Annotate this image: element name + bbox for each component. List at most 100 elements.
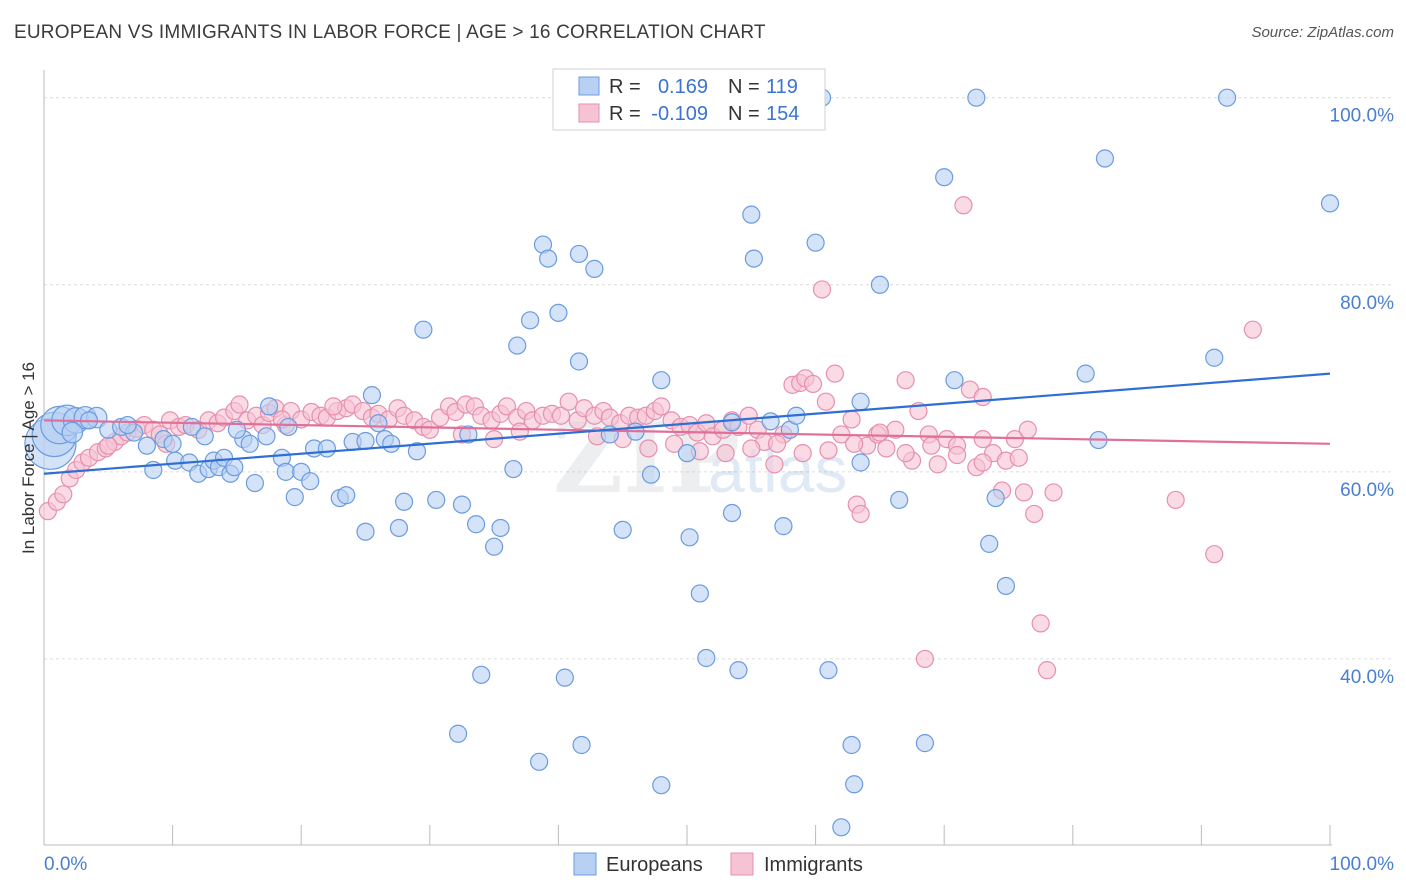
europeans-point	[613, 520, 632, 539]
europeans-point	[521, 311, 540, 330]
europeans-point	[276, 462, 295, 481]
europeans-point	[569, 244, 589, 264]
immigrants-point	[765, 455, 784, 474]
stats-legend-box: R = 0.169 N = 119 R = -0.109 N = 154	[552, 68, 826, 131]
immigrants-point	[551, 406, 571, 425]
legend-key-europeans	[573, 852, 597, 876]
europeans-point	[845, 775, 864, 794]
europeans-point	[549, 303, 568, 322]
legend-key-immigrants	[730, 852, 754, 876]
europeans-point	[530, 752, 549, 771]
europeans-point	[195, 427, 214, 446]
immigrants-point	[896, 444, 915, 463]
europeans-point	[491, 518, 510, 538]
europeans-point	[504, 459, 523, 479]
europeans-point	[744, 249, 763, 268]
europeans-point	[1320, 194, 1340, 213]
europeans-point	[369, 414, 388, 433]
immigrants-point	[1243, 320, 1262, 339]
europeans-point	[362, 386, 382, 405]
europeans-point	[742, 205, 761, 224]
immigrants-point	[915, 649, 935, 669]
legend-r-value-2: -0.109	[651, 103, 708, 125]
europeans-point	[851, 392, 870, 411]
europeans-point	[1218, 88, 1237, 107]
immigrants-point	[851, 504, 870, 524]
immigrants-point	[497, 397, 517, 416]
europeans-point	[677, 444, 697, 463]
europeans-point	[539, 249, 558, 268]
europeans-point	[851, 453, 870, 472]
legend-r-label-1: R =	[609, 76, 641, 98]
chart-title: EUROPEAN VS IMMIGRANTS IN LABOR FORCE | …	[14, 22, 766, 43]
x-tick-label-min: 0.0%	[44, 854, 87, 875]
europeans-point	[225, 458, 244, 477]
europeans-point	[555, 668, 574, 687]
immigrants-point	[665, 434, 684, 453]
immigrants-point	[1166, 490, 1185, 510]
europeans-point	[448, 724, 468, 743]
europeans-point	[356, 522, 375, 541]
legend-label-immigrants: Immigrants	[764, 854, 863, 876]
europeans-point	[832, 818, 851, 837]
immigrants-point	[767, 434, 787, 453]
legend-n-label-1: N =	[728, 76, 760, 98]
immigrants-trend-line	[43, 419, 1331, 445]
europeans-point	[761, 412, 780, 431]
y-tick-label: 40.0%	[1340, 667, 1394, 688]
europeans-point	[967, 88, 986, 107]
europeans-point	[137, 436, 156, 455]
europeans-point	[722, 413, 742, 432]
immigrants-point	[54, 485, 73, 504]
immigrants-point	[99, 436, 118, 455]
immigrants-point	[652, 397, 671, 416]
europeans-point	[806, 233, 825, 252]
immigrants-point	[928, 455, 947, 474]
europeans-point	[819, 661, 838, 680]
europeans-point	[935, 168, 954, 187]
europeans-point	[118, 415, 137, 435]
immigrants-point	[954, 196, 973, 215]
y-tick-label: 100.0%	[1330, 106, 1395, 127]
europeans-point	[382, 434, 401, 453]
europeans-point	[356, 431, 375, 451]
immigrants-point	[973, 453, 992, 472]
immigrants-point	[1018, 420, 1037, 439]
immigrants-point	[559, 392, 578, 411]
y-axis-title: In Labor Force | Age > 16	[19, 362, 38, 554]
europeans-point	[980, 534, 999, 553]
immigrants-point	[922, 436, 941, 455]
europeans-point	[285, 488, 304, 507]
immigrants-point	[803, 374, 823, 394]
europeans-point	[1205, 348, 1224, 367]
immigrants-point	[1205, 545, 1224, 564]
europeans-point	[427, 490, 446, 510]
europeans-trend-line	[43, 372, 1331, 475]
europeans-point	[394, 492, 414, 511]
europeans-point	[569, 352, 589, 371]
europeans-point	[245, 473, 265, 493]
europeans-point	[472, 665, 491, 684]
europeans-point	[485, 537, 504, 556]
europeans-point	[729, 661, 748, 680]
immigrants-point	[420, 420, 439, 439]
x-axis-ticks	[43, 825, 1331, 845]
immigrants-point	[230, 395, 249, 414]
europeans-point	[1076, 364, 1095, 383]
legend-swatch-immigrants	[578, 103, 600, 123]
europeans-point	[641, 465, 661, 484]
x-tick-label-max: 100.0%	[1330, 854, 1395, 875]
europeans-point	[915, 734, 935, 753]
europeans-point	[407, 442, 427, 461]
immigrants-point	[742, 439, 761, 458]
immigrants-point	[819, 441, 838, 460]
europeans-point	[986, 488, 1005, 508]
europeans-point	[257, 427, 276, 446]
immigrants-point	[1025, 504, 1044, 524]
immigrants-point	[324, 397, 343, 416]
europeans-point	[890, 490, 909, 510]
immigrants-point	[947, 445, 967, 465]
immigrants-points	[38, 196, 1262, 680]
series-legend: Europeans Immigrants	[573, 852, 863, 876]
europeans-point	[652, 776, 671, 795]
